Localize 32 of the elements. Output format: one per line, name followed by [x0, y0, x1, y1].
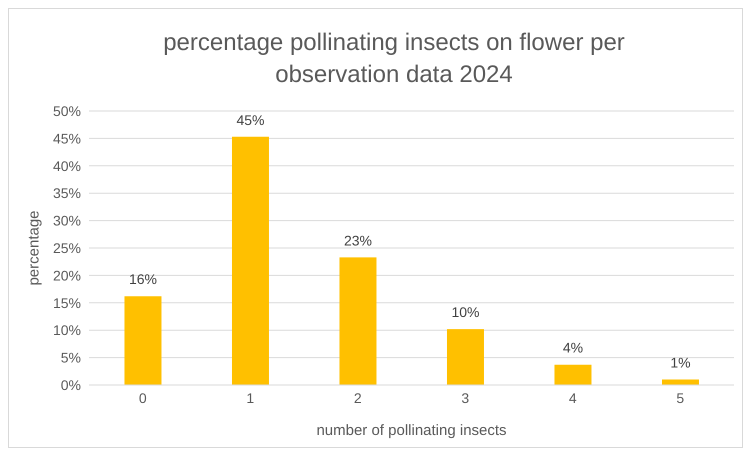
y-tick-label: 5%: [60, 350, 81, 366]
y-tick-label: 30%: [52, 212, 81, 229]
chart-title: percentage pollinating insects on flower per observation data 2024: [162, 28, 626, 90]
y-axis-title: percentage: [25, 210, 42, 286]
bar: [446, 329, 484, 385]
bar: [662, 380, 699, 385]
data-label: 23%: [344, 232, 372, 248]
data-label: 4%: [562, 340, 584, 356]
x-tick-label: 0: [138, 390, 147, 406]
y-tick-label: 15%: [52, 294, 81, 311]
bar: [232, 136, 269, 385]
y-tick-label: 45%: [52, 130, 81, 146]
x-axis-title: number of pollinating insects: [316, 422, 507, 439]
x-tick-label: 4: [568, 390, 577, 406]
y-tick-label: 0%: [60, 376, 81, 393]
data-label: 16%: [128, 271, 157, 288]
y-tick-label: 40%: [52, 158, 81, 174]
y-tick-label: 10%: [52, 322, 81, 338]
x-tick-label: 1: [246, 390, 254, 406]
bar: [124, 296, 162, 385]
bar: [554, 364, 592, 385]
data-label: 1%: [670, 354, 691, 371]
y-tick-label: 50%: [52, 102, 81, 119]
x-tick-label: 5: [676, 390, 684, 406]
data-label: 45%: [236, 112, 264, 128]
data-label: 10%: [451, 304, 480, 320]
bar: [339, 257, 376, 385]
x-tick-label: 3: [461, 390, 470, 406]
y-tick-label: 20%: [52, 267, 81, 284]
y-tick-label: 25%: [52, 240, 81, 256]
y-tick-label: 35%: [52, 185, 81, 202]
x-tick-label: 2: [354, 390, 362, 406]
